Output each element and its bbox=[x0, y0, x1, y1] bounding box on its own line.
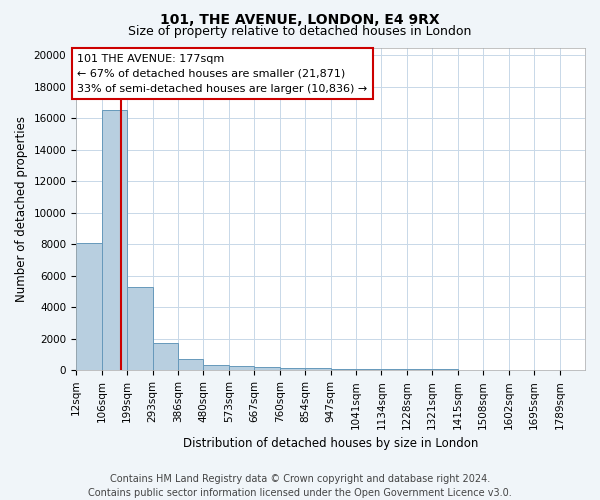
Bar bbox=[152, 342, 178, 370]
Text: Size of property relative to detached houses in London: Size of property relative to detached ho… bbox=[128, 25, 472, 38]
X-axis label: Distribution of detached houses by size in London: Distribution of detached houses by size … bbox=[183, 437, 478, 450]
Bar bbox=[76, 244, 101, 370]
Bar bbox=[305, 368, 331, 370]
Y-axis label: Number of detached properties: Number of detached properties bbox=[15, 116, 28, 302]
Bar bbox=[229, 366, 254, 370]
Bar bbox=[127, 287, 152, 370]
Bar bbox=[203, 364, 229, 370]
Bar bbox=[254, 367, 280, 370]
Text: Contains HM Land Registry data © Crown copyright and database right 2024.
Contai: Contains HM Land Registry data © Crown c… bbox=[88, 474, 512, 498]
Text: 101 THE AVENUE: 177sqm
← 67% of detached houses are smaller (21,871)
33% of semi: 101 THE AVENUE: 177sqm ← 67% of detached… bbox=[77, 54, 368, 94]
Bar bbox=[280, 368, 305, 370]
Bar bbox=[178, 359, 203, 370]
Bar bbox=[101, 110, 127, 370]
Text: 101, THE AVENUE, LONDON, E4 9RX: 101, THE AVENUE, LONDON, E4 9RX bbox=[160, 12, 440, 26]
Bar bbox=[331, 369, 356, 370]
Bar bbox=[356, 369, 382, 370]
